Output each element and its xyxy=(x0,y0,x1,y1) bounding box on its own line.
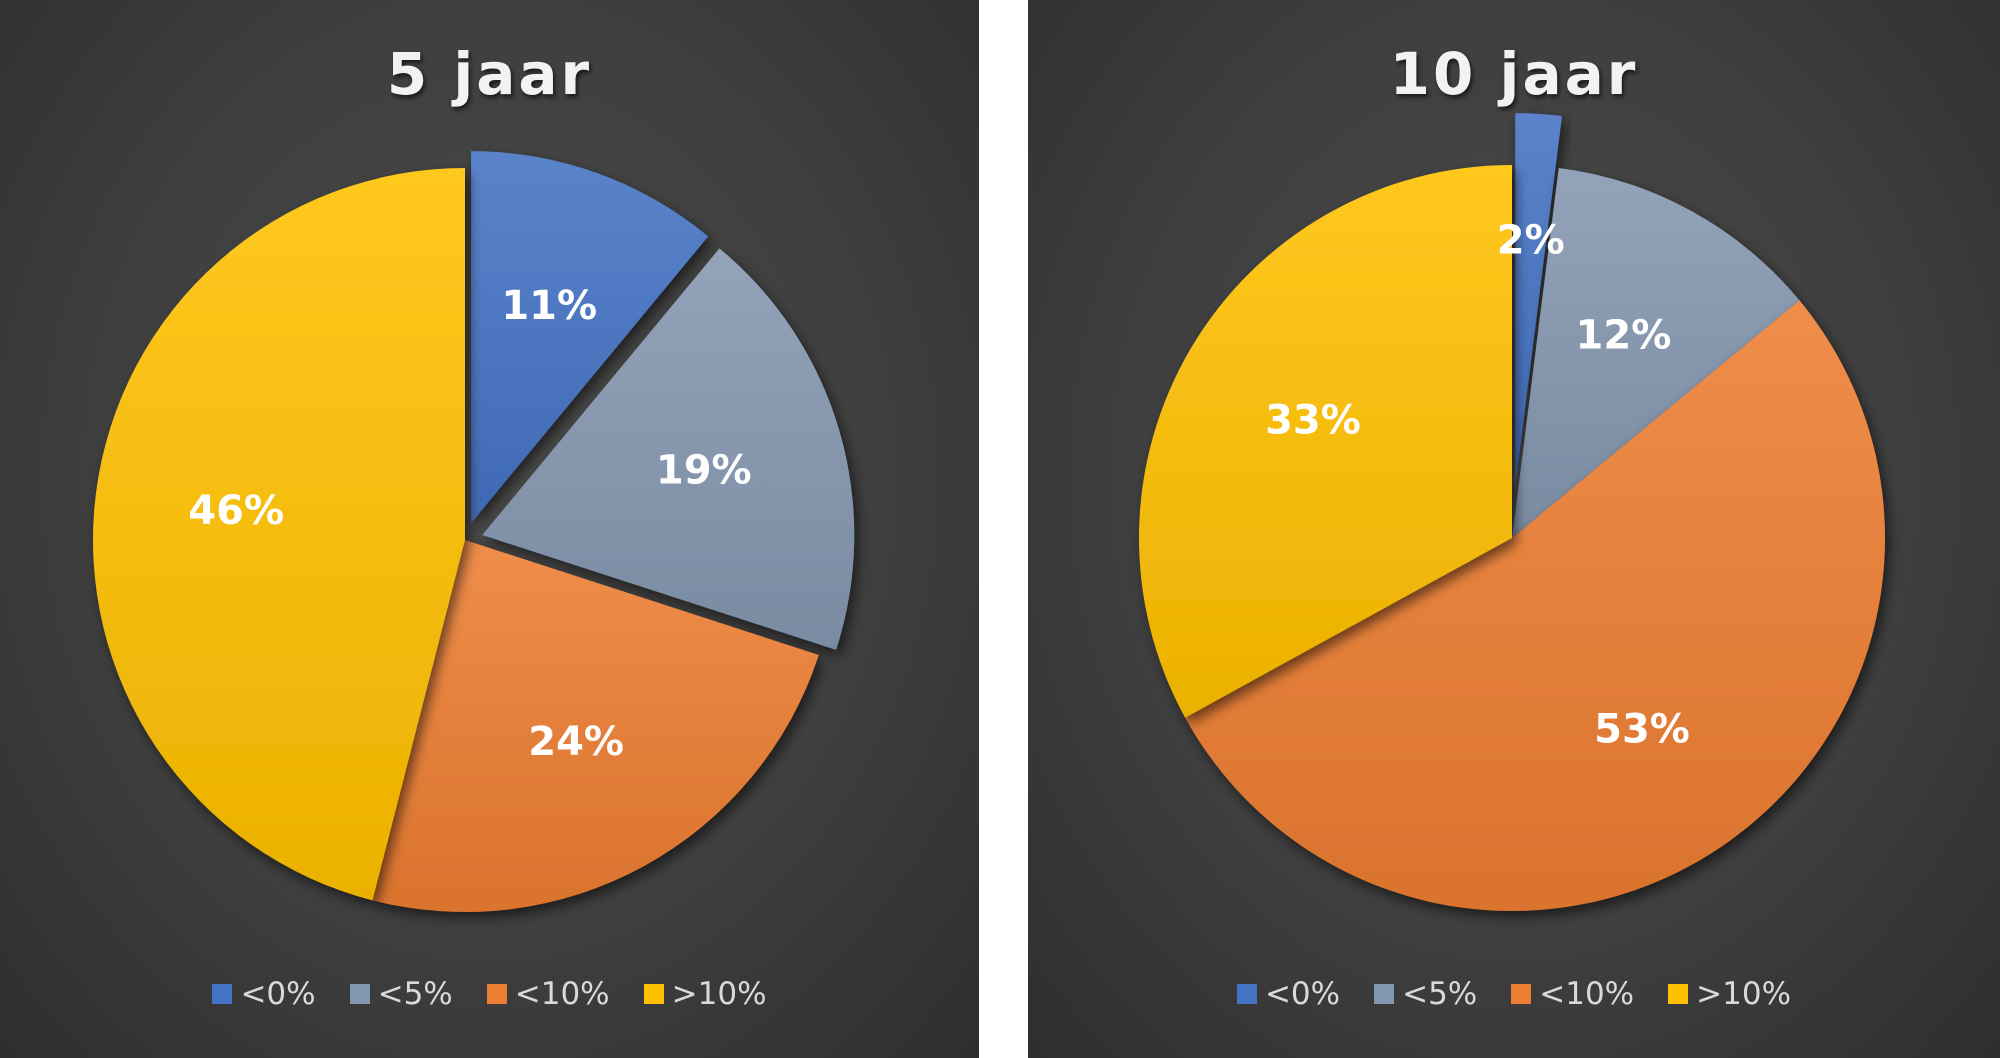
legend-swatch xyxy=(1236,984,1257,1004)
legend-swatch xyxy=(1668,984,1689,1004)
data-label-lt-0pct: 2% xyxy=(1497,217,1565,263)
legend-item: >10% xyxy=(1668,976,1791,1012)
pie-slice-lt-10pct xyxy=(372,540,819,912)
data-label-lt-5pct: 19% xyxy=(656,448,752,494)
chart-title: 10 jaar xyxy=(1389,40,1639,108)
chart-panel-5-jaar: 11% 19% 24% 46% 5 jaar <0% <5% <10% >10% xyxy=(0,0,979,1058)
legend-item: <0% xyxy=(1236,976,1341,1012)
chart-title: 5 jaar xyxy=(386,40,593,108)
data-label-lt-5pct: 12% xyxy=(1576,312,1672,358)
legend-item: <10% xyxy=(486,976,610,1012)
legend-item: <5% xyxy=(349,976,453,1012)
legend-label: <10% xyxy=(1539,976,1635,1012)
pie-slice-gt-10pct xyxy=(93,168,466,901)
pie-chart-10-jaar: 2% 12% 53% 33% xyxy=(1139,113,1885,911)
legend-label: >10% xyxy=(1696,976,1792,1012)
data-label-gt-10pct: 33% xyxy=(1265,397,1361,443)
data-label-lt-10pct: 24% xyxy=(528,719,624,765)
legend-swatch xyxy=(1511,984,1532,1004)
legend-swatch xyxy=(349,984,370,1004)
legend-swatch xyxy=(486,984,507,1004)
legend-item: <5% xyxy=(1374,976,1477,1012)
pie-slice-lt-5pct xyxy=(482,248,855,650)
data-label-gt-10pct: 46% xyxy=(188,488,284,534)
legend-swatch xyxy=(1374,984,1395,1004)
legend-label: <0% xyxy=(240,976,316,1012)
legend-label: >10% xyxy=(671,976,767,1012)
legend-item: <0% xyxy=(212,976,316,1012)
legend-label: <5% xyxy=(377,976,453,1012)
data-label-lt-10pct: 53% xyxy=(1594,706,1690,752)
pie-slice-lt-10pct xyxy=(1185,300,1885,911)
pie-slice-gt-10pct xyxy=(1139,165,1512,718)
legend-swatch xyxy=(212,984,233,1004)
legend-swatch xyxy=(643,984,664,1004)
pie-slice-lt-0pct xyxy=(471,151,709,524)
pie-chart-5-jaar: 11% 19% 24% 46% xyxy=(93,151,855,912)
chart-panel-10-jaar: 2% 12% 53% 33% 10 jaar <0% <5% <10% >10% xyxy=(1028,0,2000,1058)
chart-legend: <0% <5% <10% >10% xyxy=(0,976,979,1012)
legend-label: <10% xyxy=(514,976,610,1012)
pie-slice-lt-0pct xyxy=(1515,113,1563,487)
pie-slice-lt-5pct xyxy=(1512,167,1800,538)
legend-label: <0% xyxy=(1264,976,1341,1012)
chart-legend: <0% <5% <10% >10% xyxy=(1028,976,2000,1012)
legend-item: >10% xyxy=(643,976,767,1012)
legend-item: <10% xyxy=(1511,976,1634,1012)
legend-label: <5% xyxy=(1402,976,1478,1012)
data-label-lt-0pct: 11% xyxy=(501,283,597,329)
